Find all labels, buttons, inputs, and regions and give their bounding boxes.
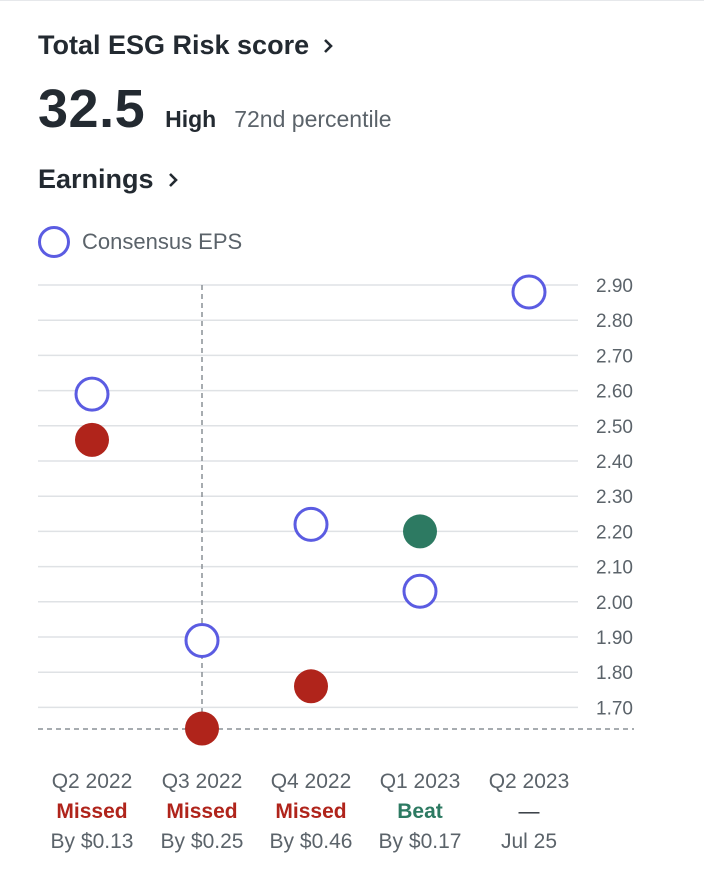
top-divider bbox=[0, 0, 704, 1]
esg-risk-score-link[interactable]: Total ESG Risk score bbox=[38, 30, 335, 61]
consensus-eps-point bbox=[184, 623, 220, 659]
consensus-eps-point bbox=[402, 573, 438, 609]
quarter-label-group: Q2 2023 — Jul 25 bbox=[475, 770, 583, 854]
earnings-detail: By $0.25 bbox=[160, 830, 244, 853]
actual-eps-point bbox=[294, 669, 328, 704]
quarter-label-group: Q4 2022 Missed By $0.46 bbox=[257, 770, 365, 854]
actual-eps-point bbox=[185, 711, 219, 746]
esg-risk-level: High bbox=[165, 106, 217, 132]
chevron-right-icon bbox=[168, 172, 178, 187]
y-tick-label: 2.20 bbox=[596, 522, 633, 543]
earnings-title: Earnings bbox=[38, 164, 154, 194]
quarter-label-group: Q1 2023 Beat By $0.17 bbox=[366, 770, 474, 854]
actual-eps-point bbox=[75, 422, 109, 457]
quarter-label-group: Q2 2022 Missed By $0.13 bbox=[38, 770, 146, 854]
earnings-status: Missed bbox=[166, 800, 238, 823]
consensus-legend-label: Consensus EPS bbox=[82, 229, 243, 254]
earnings-status: Missed bbox=[56, 800, 128, 823]
esg-score-row: 32.5 High 72nd percentile bbox=[38, 78, 392, 140]
earnings-detail: By $0.17 bbox=[378, 830, 462, 853]
y-tick-label: 2.90 bbox=[596, 276, 633, 297]
y-tick-label: 1.70 bbox=[596, 698, 633, 719]
y-tick-label: 2.70 bbox=[596, 346, 633, 367]
y-tick-label: 1.90 bbox=[596, 628, 633, 649]
earnings-detail: Jul 25 bbox=[500, 830, 558, 853]
consensus-eps-point bbox=[511, 274, 547, 310]
quarter-name: Q4 2022 bbox=[270, 770, 352, 793]
earnings-status: Missed bbox=[275, 800, 347, 823]
quarter-name: Q2 2022 bbox=[51, 770, 133, 793]
y-tick-label: 2.40 bbox=[596, 452, 633, 473]
quarter-name: Q1 2023 bbox=[379, 770, 461, 793]
consensus-eps-point bbox=[293, 506, 329, 542]
y-tick-label: 2.00 bbox=[596, 593, 633, 614]
earnings-detail: By $0.13 bbox=[50, 830, 134, 853]
quarter-label-group: Q3 2022 Missed By $0.25 bbox=[148, 770, 256, 854]
earnings-link[interactable]: Earnings bbox=[38, 164, 180, 195]
esg-percentile: 72nd percentile bbox=[234, 106, 392, 132]
quarter-name: Q2 2023 bbox=[488, 770, 570, 793]
y-tick-label: 1.80 bbox=[596, 663, 633, 684]
y-tick-label: 2.80 bbox=[596, 311, 633, 332]
esg-score-value: 32.5 bbox=[38, 79, 146, 139]
y-tick-label: 2.30 bbox=[596, 487, 633, 508]
actual-eps-point bbox=[403, 514, 437, 549]
y-tick-label: 2.60 bbox=[596, 382, 633, 403]
earnings-status: — bbox=[518, 800, 540, 823]
earnings-detail: By $0.46 bbox=[269, 830, 353, 853]
quarter-name: Q3 2022 bbox=[161, 770, 243, 793]
y-tick-label: 2.50 bbox=[596, 417, 633, 438]
consensus-eps-point bbox=[74, 376, 110, 412]
chart-legend: Consensus EPS bbox=[38, 226, 242, 258]
esg-title: Total ESG Risk score bbox=[38, 30, 310, 60]
consensus-legend-marker bbox=[38, 226, 70, 258]
y-tick-label: 2.10 bbox=[596, 558, 633, 579]
chevron-right-icon bbox=[324, 38, 333, 53]
earnings-status: Beat bbox=[397, 800, 443, 823]
